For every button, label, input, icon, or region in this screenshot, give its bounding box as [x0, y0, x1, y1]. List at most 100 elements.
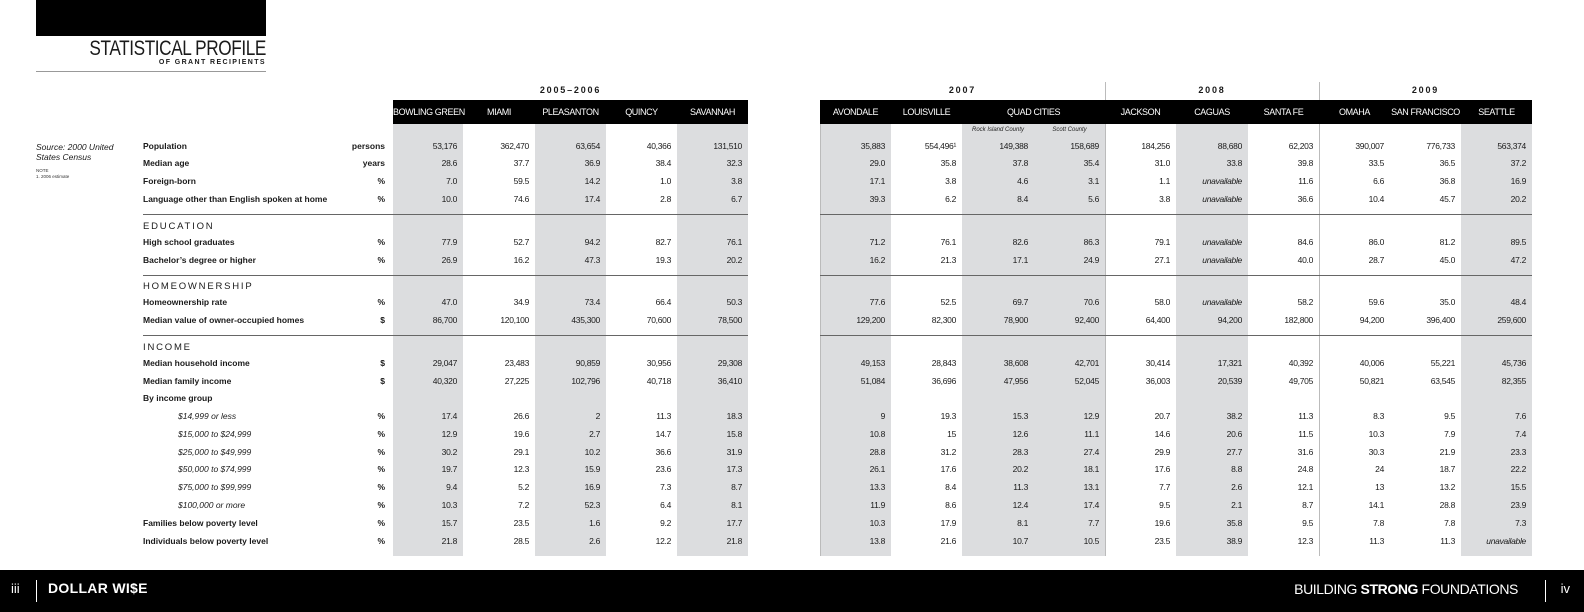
column-shade	[535, 124, 606, 556]
table-cell: 45.0	[1439, 255, 1456, 265]
section-rule	[820, 214, 1532, 215]
column-shade	[677, 124, 748, 556]
year-label: 2005–2006	[539, 85, 602, 95]
table-cell: 35.8	[1226, 518, 1243, 528]
table-cell: 40,392	[1288, 358, 1314, 368]
table-cell: 47.3	[584, 255, 601, 265]
table-cell: 28.8	[1439, 500, 1456, 510]
table-cell: 4.6	[1017, 176, 1028, 186]
table-cell: 33.5	[1368, 158, 1385, 168]
table-cell: 12.1	[1297, 482, 1314, 492]
section-rule	[820, 335, 1532, 336]
table-cell: 31.2	[940, 447, 957, 457]
table-cell: 10.0	[441, 194, 458, 204]
table-cell: 59.5	[513, 176, 530, 186]
column-header: SAN FRANCISCO	[1391, 107, 1460, 117]
table-cell: 23.5	[513, 518, 530, 528]
table-cell: 11.3	[1440, 536, 1455, 546]
sub-column-header: Rock Island County	[971, 127, 1025, 133]
column-shade	[1461, 124, 1532, 556]
table-cell: 28.7	[1368, 255, 1385, 265]
table-cell: 12.9	[1083, 411, 1100, 421]
column-header: CAGUAS	[1194, 107, 1230, 117]
table-cell: 11.3	[1298, 411, 1313, 421]
table-cell: 47.2	[1510, 255, 1527, 265]
table-cell: 16.9	[1510, 176, 1527, 186]
table-cell: 29.0	[869, 158, 886, 168]
column-shade	[1176, 124, 1248, 556]
row-label: $50,000 to $74,999	[178, 464, 252, 474]
row-unit: %	[377, 536, 385, 546]
table-cell: 31.0	[1154, 158, 1171, 168]
column-header: QUINCY	[625, 107, 658, 117]
column-header: AVONDALE	[832, 107, 879, 117]
table-cell: 10.7	[1012, 536, 1029, 546]
year-label: 2008	[1198, 85, 1226, 95]
table-cell: 37.7	[513, 158, 530, 168]
table-cell: 36,410	[717, 376, 743, 386]
table-cell: 29,308	[717, 358, 743, 368]
table-cell: 13.8	[869, 536, 886, 546]
table-cell: 32.3	[726, 158, 743, 168]
table-cell: 17.4	[1083, 500, 1100, 510]
table-cell: 35,883	[860, 141, 886, 151]
table-cell: 49,705	[1288, 376, 1314, 386]
table-cell: 20.2	[1510, 194, 1527, 204]
table-cell: 28.5	[513, 536, 530, 546]
table-cell: 89.5	[1510, 237, 1527, 247]
row-unit: %	[377, 194, 385, 204]
table-cell: 18.3	[726, 411, 743, 421]
table-cell: 3.8	[945, 176, 956, 186]
table-cell: 11.3	[1369, 536, 1384, 546]
table-cell: 7.3	[1515, 518, 1526, 528]
table-cell: unavailable	[1202, 297, 1242, 307]
table-cell: 38.4	[655, 158, 672, 168]
table-cell: 14.7	[655, 429, 672, 439]
table-cell: 18.7	[1439, 464, 1456, 474]
table-cell: 34.9	[513, 297, 530, 307]
table-cell: 69.7	[1012, 297, 1029, 307]
table-cell: 11.1	[1084, 429, 1099, 439]
table-cell: 88,680	[1217, 141, 1243, 151]
table-cell: 19.6	[513, 429, 530, 439]
row-unit: $	[380, 376, 385, 386]
table-cell: 50,821	[1359, 376, 1385, 386]
table-cell: 17.6	[1154, 464, 1171, 474]
table-cell: 9.5	[1159, 500, 1170, 510]
table-cell: 6.6	[1373, 176, 1384, 186]
table-cell: 40,718	[646, 376, 672, 386]
table-cell: 8.6	[945, 500, 956, 510]
table-cell: 12.3	[513, 464, 530, 474]
table-cell: 40,366	[646, 141, 672, 151]
table-cell: 16.2	[869, 255, 886, 265]
title-block	[36, 0, 266, 36]
table-cell: 6.4	[660, 500, 671, 510]
table-cell: 36.5	[1439, 158, 1456, 168]
table-cell: 12.3	[1297, 536, 1314, 546]
table-cell: 259,600	[1497, 315, 1526, 325]
table-cell: 11.9	[870, 500, 885, 510]
table-cell: 40,320	[432, 376, 458, 386]
table-cell: 120,100	[500, 315, 529, 325]
table-cell: 28.6	[441, 158, 458, 168]
table-cell: 53,176	[432, 141, 458, 151]
row-unit: $	[380, 358, 385, 368]
table-cell: 18.1	[1083, 464, 1100, 474]
table-cell: 62,203	[1288, 141, 1314, 151]
table-cell: 36.6	[655, 447, 672, 457]
row-unit: %	[377, 447, 385, 457]
sub-column-header: Scott County	[1052, 127, 1087, 133]
table-cell: 17.9	[940, 518, 957, 528]
table-cell: 64,400	[1145, 315, 1171, 325]
table-cell: 20,539	[1217, 376, 1243, 386]
table-cell: 21.3	[940, 255, 957, 265]
table-cell: 35.8	[940, 158, 957, 168]
table-cell: 58.2	[1297, 297, 1314, 307]
group-divider	[1319, 82, 1320, 556]
table-cell: 19.3	[655, 255, 672, 265]
table-cell: 396,400	[1426, 315, 1455, 325]
footer-bar: iii DOLLAR WI$E BUILDING STRONG FOUNDATI…	[0, 570, 1584, 612]
table-cell: 16.9	[584, 482, 601, 492]
section-rule	[143, 214, 748, 215]
table-cell: 28,843	[931, 358, 957, 368]
